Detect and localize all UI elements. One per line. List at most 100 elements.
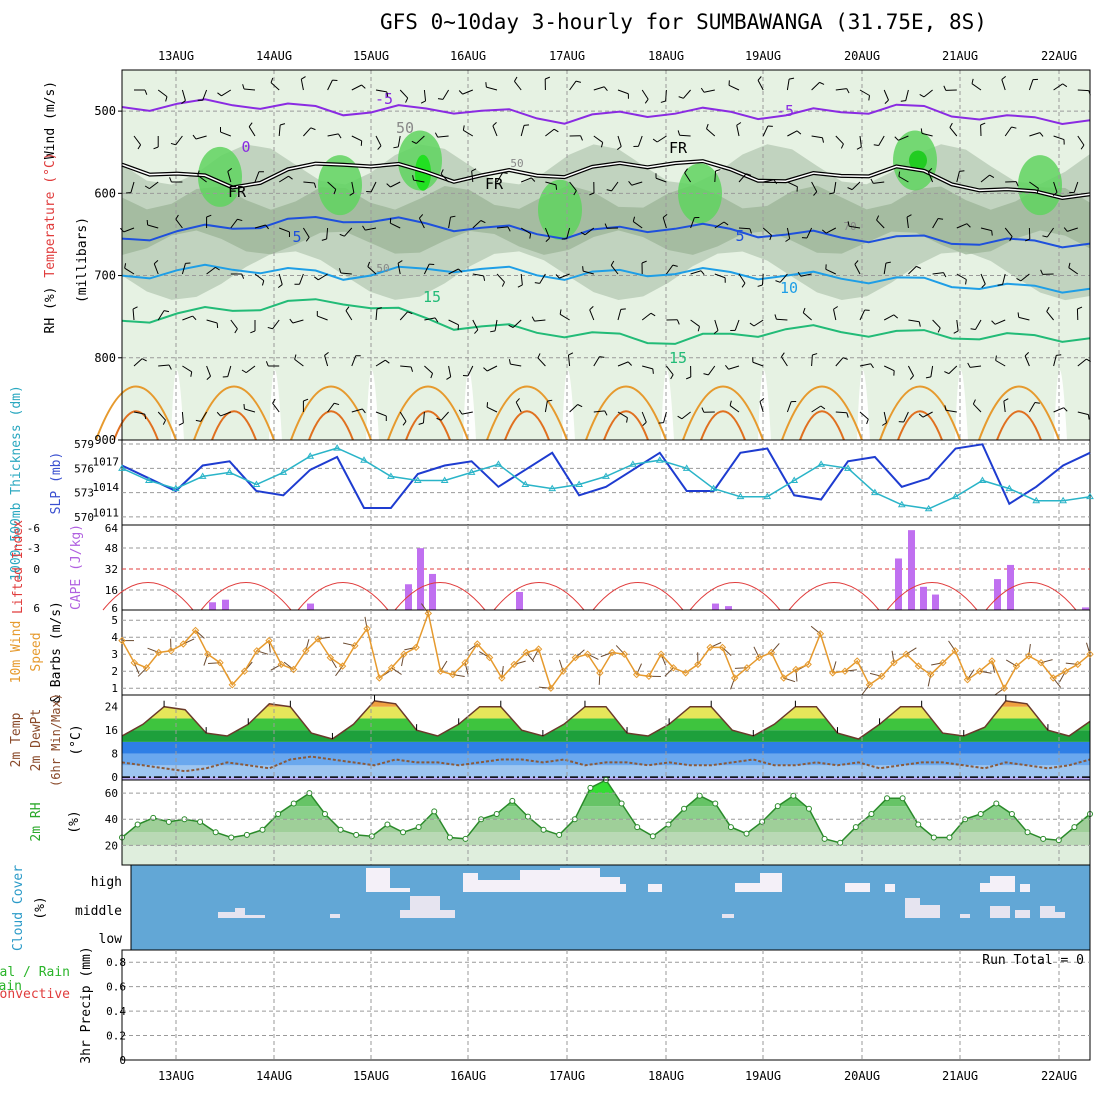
wind-speed-marker <box>816 630 825 638</box>
wind-barb <box>1067 227 1078 232</box>
wind-barb <box>424 365 433 374</box>
cloud-level-label: middle <box>75 904 122 919</box>
wind-speed-marker <box>645 672 653 681</box>
wind-barb-flag <box>882 422 887 426</box>
rh-marker <box>852 824 859 831</box>
wind-barb-flag <box>769 235 772 241</box>
contour-label: 5 <box>735 227 744 245</box>
wind-barb <box>1028 79 1034 91</box>
wind-speed-marker <box>755 653 763 662</box>
wind-barb <box>859 363 871 367</box>
rh-saturated-patch <box>1018 155 1062 216</box>
cloud-high-block <box>990 876 1015 892</box>
wind-barb-flag <box>846 412 849 418</box>
wind-barb <box>197 174 207 183</box>
thickness-marker <box>924 504 933 512</box>
wind-barb-flag <box>644 98 649 104</box>
wind-barb <box>849 225 861 229</box>
wind-speed-marker <box>473 640 482 648</box>
wind-barb <box>317 315 328 321</box>
wind-barb <box>883 314 895 321</box>
contour-label: FR <box>669 139 688 157</box>
wind-barb-flag <box>163 310 170 313</box>
wind-barb-flag <box>746 173 752 176</box>
cloud-mid-block <box>235 908 245 918</box>
wind-speed-marker <box>718 643 727 652</box>
wind-barb-flag <box>658 422 664 424</box>
wind-barb-flag <box>261 280 265 286</box>
dry-column <box>171 370 184 440</box>
rh-marker <box>790 792 797 799</box>
ylabel-precip: 3hr Precip (mm) <box>79 946 94 1063</box>
wind-barb <box>567 355 571 367</box>
wind-barb-flag <box>440 169 444 175</box>
wind-barb <box>1029 181 1039 189</box>
wind-barb <box>442 89 450 100</box>
rh-marker <box>321 811 328 817</box>
wind-barb-flag <box>508 359 511 365</box>
wind-barb-flag <box>137 144 142 150</box>
wind-barb <box>1068 267 1079 275</box>
lifted-index-curve <box>592 582 684 611</box>
rh-core-band <box>122 185 1090 255</box>
wind-barb <box>175 218 183 229</box>
wind-barb-flag <box>660 100 666 103</box>
wind-barb <box>157 310 165 321</box>
wind-barb <box>375 135 382 147</box>
wind-barb <box>1004 126 1012 137</box>
wind-barb <box>494 319 498 331</box>
thickness-tick: 573 <box>74 487 94 500</box>
thickness-marker <box>440 476 449 483</box>
wind-barb-flag <box>490 330 496 333</box>
wind-barb <box>633 221 643 229</box>
ylabel-temperature: Temperature (°C) <box>43 152 58 277</box>
wind-speed-marker <box>976 667 984 675</box>
wind-barb <box>994 319 1006 325</box>
wind-barb <box>326 227 329 240</box>
wind-barb <box>762 125 769 137</box>
wind-barb <box>397 263 401 275</box>
dry-column <box>366 370 379 440</box>
wind-barb <box>413 179 425 183</box>
precip-tick: 0.8 <box>106 956 126 969</box>
wind-barb-flag <box>501 281 505 287</box>
thickness-marker <box>871 488 879 496</box>
wind-barb <box>811 81 820 91</box>
thickness-marker <box>978 476 987 483</box>
wind-speed-marker <box>387 664 396 672</box>
ylabel-cape: CAPE (J/kg) <box>69 524 84 610</box>
rh-marker <box>946 834 953 841</box>
wind-speed-marker <box>216 658 224 667</box>
day-label-bottom: 17AUG <box>549 1069 585 1083</box>
dry-column <box>758 370 771 440</box>
wind-speed-marker <box>204 650 212 658</box>
wind-barb-flag <box>436 417 442 421</box>
wind-barb <box>786 401 792 413</box>
wind-barb <box>945 409 957 413</box>
ylabel-lifted-index: Lifted Index <box>11 520 26 614</box>
temp-band <box>122 706 1090 719</box>
wind-barb <box>714 221 725 229</box>
wind-barb <box>1053 407 1064 413</box>
wind-barb <box>971 83 982 91</box>
rh-marker <box>696 792 703 799</box>
cape-tick: 64 <box>105 522 119 535</box>
wind-barb-flag <box>1034 401 1040 404</box>
temp-band <box>122 765 1090 778</box>
wind-barb-flag <box>555 274 560 279</box>
ylabel-wind10m-barbs: & Barbs (m/s) <box>49 601 64 703</box>
wind-barb <box>690 319 700 327</box>
wind-barb <box>462 89 473 95</box>
isotherm-25 <box>113 410 159 441</box>
isotherm-20 <box>387 385 469 441</box>
wind-barb <box>1077 89 1089 92</box>
day-label-bottom: 18AUG <box>648 1069 684 1083</box>
rh-marker <box>618 800 625 807</box>
wind-barb <box>539 273 546 284</box>
wind-barb-flag <box>430 373 434 379</box>
rh-marker <box>400 829 407 836</box>
rh-marker <box>1071 824 1078 831</box>
wind-barb-flag <box>480 220 486 224</box>
thickness-marker <box>1005 484 1014 492</box>
wind-barb-flag <box>918 413 924 418</box>
